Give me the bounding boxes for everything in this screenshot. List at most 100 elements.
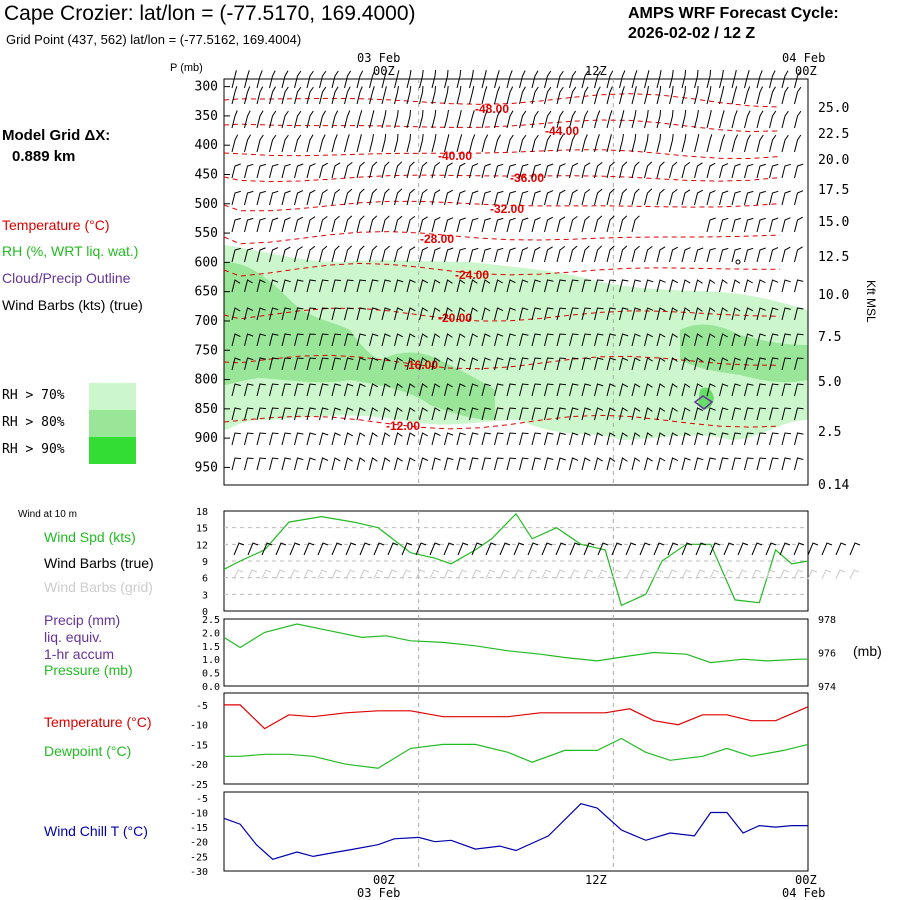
wind-barb bbox=[619, 188, 628, 206]
wind-barb bbox=[594, 407, 604, 421]
wind-barb bbox=[781, 190, 791, 206]
wind-barb bbox=[631, 407, 641, 421]
wind-barb bbox=[669, 133, 674, 153]
wind-barb bbox=[369, 161, 378, 179]
wind-barb bbox=[381, 133, 387, 153]
wind-barb bbox=[369, 245, 378, 263]
wind-barb bbox=[581, 279, 592, 293]
wind-barb bbox=[256, 190, 266, 206]
wind-barb-true bbox=[247, 542, 259, 556]
kft-tick-label: 10.0 bbox=[818, 288, 849, 303]
wind-tick-label: 9 bbox=[202, 557, 208, 568]
wind-barb bbox=[469, 457, 479, 471]
p-axis-title: P (mb) bbox=[170, 62, 203, 74]
wind-barb bbox=[494, 247, 504, 263]
wind-barb bbox=[331, 162, 341, 179]
wind-barb bbox=[456, 357, 466, 371]
wind-barb bbox=[519, 86, 526, 105]
bottom-tick-00z-b: 00Z bbox=[795, 873, 817, 887]
wind-barb bbox=[681, 134, 687, 153]
pressure-tick-label: 900 bbox=[195, 431, 218, 446]
wind-barb bbox=[594, 134, 600, 153]
wind-barb bbox=[481, 279, 491, 293]
wind-barb-grid bbox=[765, 569, 776, 580]
cloud-outline-small bbox=[735, 259, 741, 265]
wind-barb bbox=[331, 70, 339, 89]
wind-barb bbox=[794, 163, 804, 179]
wind-barb bbox=[244, 247, 254, 263]
wind-barb-true bbox=[653, 542, 665, 556]
wind-barb bbox=[631, 432, 641, 446]
wind-barb bbox=[681, 333, 691, 347]
wind-barb bbox=[731, 86, 738, 105]
wind-barb bbox=[669, 161, 678, 179]
temperature-contour bbox=[223, 231, 781, 245]
wind-barb bbox=[656, 333, 666, 347]
wind-barb bbox=[581, 110, 589, 129]
legend-temperature: Temperature (°C) bbox=[2, 217, 110, 233]
wind-barb bbox=[706, 134, 713, 153]
wind-barb bbox=[344, 134, 350, 153]
legend-precip: Precip (mm) liq. equiv. 1-hr accum bbox=[44, 612, 120, 663]
wind-barb bbox=[744, 333, 754, 347]
wind-barb bbox=[356, 110, 363, 129]
wind-barb bbox=[281, 279, 291, 293]
wind-barb bbox=[694, 457, 704, 471]
wind-barb bbox=[494, 357, 504, 371]
wind-barb bbox=[256, 279, 266, 293]
wind-barb bbox=[769, 70, 776, 89]
wind-barb bbox=[306, 163, 316, 179]
wind-barb bbox=[544, 70, 552, 89]
wind-barb bbox=[406, 333, 416, 347]
pressure-tick-label-right: 976 bbox=[818, 649, 836, 660]
wind-barb bbox=[419, 189, 428, 206]
wind-barb-grid bbox=[513, 569, 524, 580]
wind-barb bbox=[619, 215, 628, 233]
wind-barb bbox=[706, 162, 716, 179]
wind-barb bbox=[519, 407, 529, 421]
wind-barb-true bbox=[429, 542, 441, 556]
wind-barb bbox=[681, 109, 687, 129]
wind-barb bbox=[306, 110, 314, 129]
wind-barb bbox=[281, 246, 291, 263]
wind-barb bbox=[231, 70, 237, 89]
wind-barb-true bbox=[499, 542, 511, 556]
wind-barb bbox=[406, 407, 416, 421]
wind-barb bbox=[694, 189, 704, 206]
wind-barb bbox=[731, 69, 737, 89]
wind-barb bbox=[581, 407, 591, 421]
wind-barb bbox=[506, 333, 516, 347]
wind-barb bbox=[569, 245, 578, 263]
wind-barb-grid bbox=[695, 569, 706, 580]
temp-tick-label: -25 bbox=[190, 780, 208, 791]
wind-barb bbox=[694, 133, 700, 153]
wind-barb bbox=[719, 279, 728, 293]
wind-barb bbox=[469, 190, 479, 206]
wind-barb bbox=[619, 86, 625, 105]
wind-barb bbox=[244, 190, 254, 206]
wind-barb bbox=[444, 432, 454, 446]
wind-barb bbox=[281, 190, 291, 206]
wind-barb bbox=[244, 217, 254, 233]
temp-tick-label: -15 bbox=[190, 740, 208, 751]
wind-barb-grid bbox=[751, 569, 762, 580]
wind-barb bbox=[319, 407, 329, 421]
wind-barb bbox=[744, 457, 754, 471]
wind-barb bbox=[594, 333, 604, 347]
wind-barb bbox=[781, 110, 789, 129]
wind-barb bbox=[556, 246, 566, 263]
wind-barb bbox=[431, 162, 441, 179]
pressure-tick-label: 500 bbox=[195, 197, 218, 212]
temperature-contour bbox=[223, 414, 781, 430]
wind-barb bbox=[419, 279, 429, 293]
wind-barb bbox=[231, 110, 238, 129]
wind-barb bbox=[581, 307, 592, 321]
legend-cloud: Cloud/Precip Outline bbox=[2, 270, 131, 286]
wind-barb bbox=[419, 133, 424, 153]
cloud-outline bbox=[693, 395, 714, 410]
wind-barb bbox=[256, 307, 266, 321]
dynamic-marks: 300 350 400 450 500 550 600 650 700 750 800 850 900 9… bbox=[190, 69, 861, 878]
wind-barb bbox=[244, 163, 254, 179]
wind-barb bbox=[294, 333, 304, 347]
wind-barb bbox=[469, 432, 479, 446]
